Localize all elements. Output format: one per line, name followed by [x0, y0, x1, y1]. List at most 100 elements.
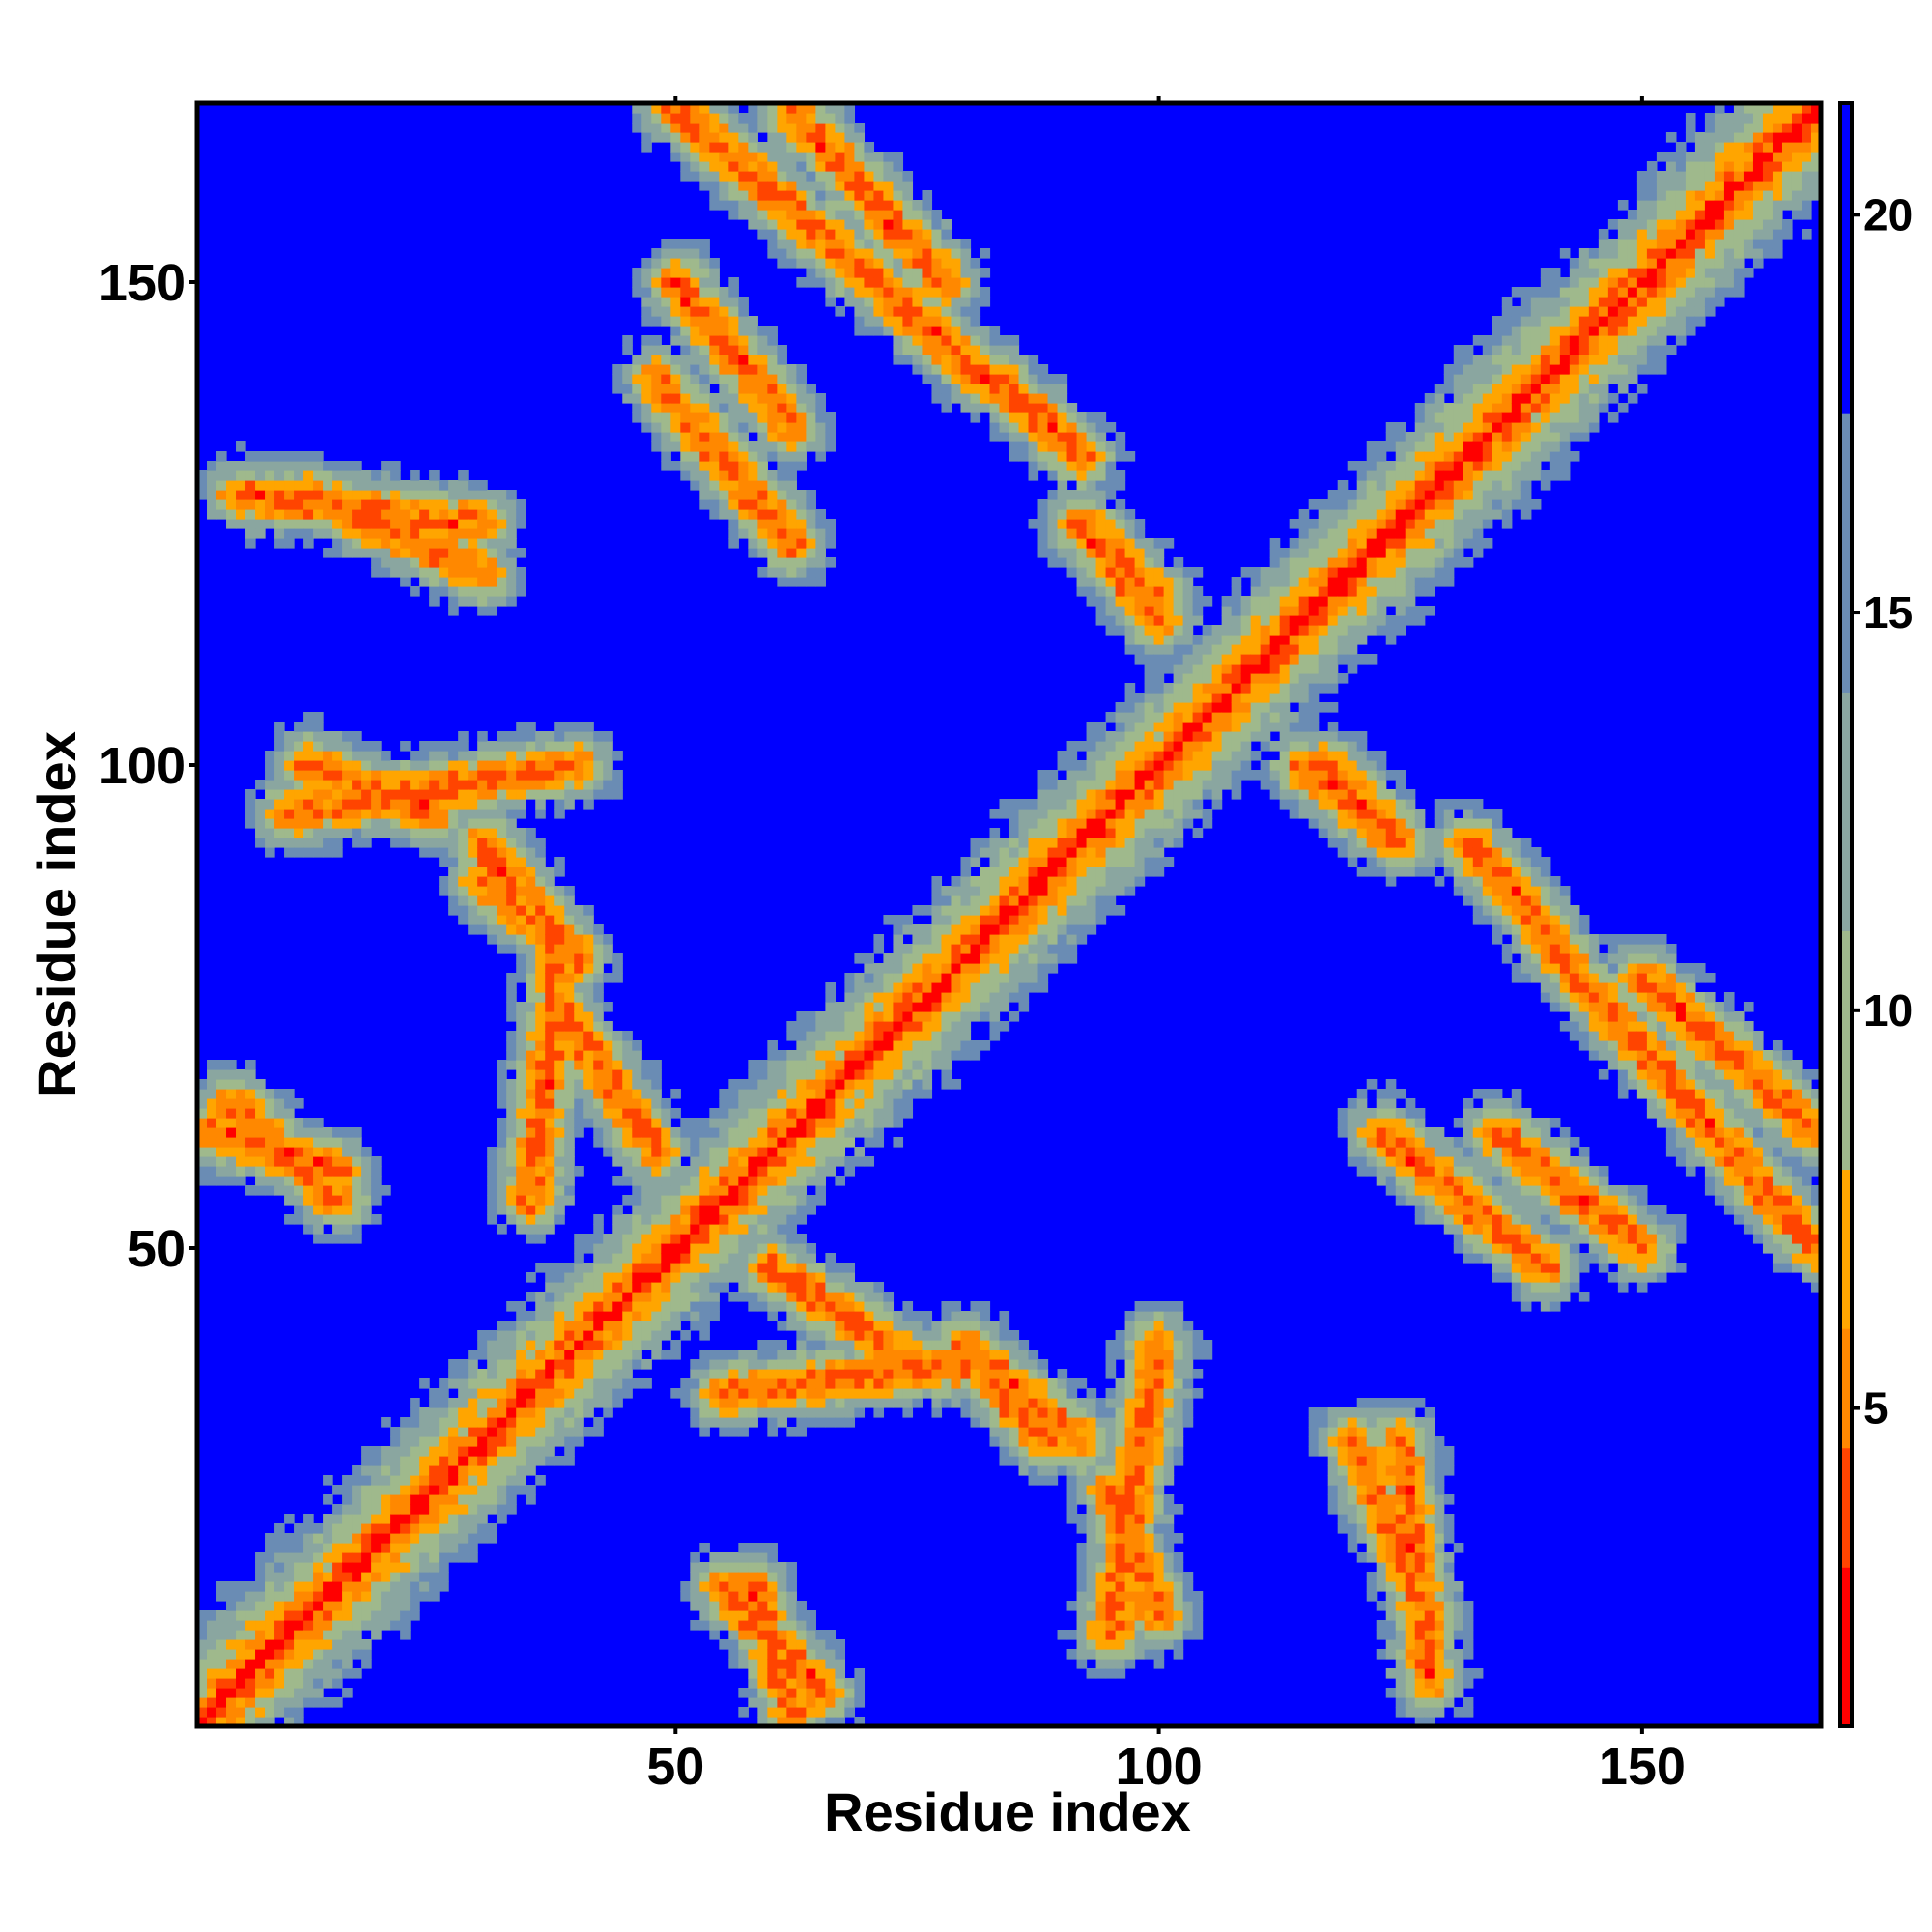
heatmap-cell: [448, 780, 459, 790]
heatmap-cell: [670, 1224, 681, 1235]
heatmap-cell: [265, 1156, 275, 1167]
heatmap-cell: [806, 1630, 816, 1640]
heatmap-cell: [796, 1350, 807, 1360]
heatmap-cell: [844, 277, 856, 288]
heatmap-cell: [1009, 982, 1020, 993]
heatmap-cell: [516, 741, 526, 752]
heatmap-cell: [332, 548, 343, 558]
heatmap-cell: [893, 248, 904, 259]
heatmap-cell: [786, 412, 797, 423]
heatmap-cell: [381, 557, 391, 568]
heatmap-cell: [274, 722, 285, 732]
heatmap-cell: [709, 509, 720, 520]
heatmap-cell: [313, 751, 324, 761]
heatmap-cell: [951, 355, 962, 365]
heatmap-cell: [738, 509, 749, 520]
heatmap-cell: [922, 345, 933, 355]
heatmap-cell: [709, 393, 720, 404]
heatmap-cell: [786, 1301, 797, 1312]
heatmap-cell: [429, 1494, 440, 1505]
heatmap-cell: [593, 1011, 604, 1022]
heatmap-cell: [709, 1581, 720, 1592]
heatmap-cell: [564, 934, 575, 945]
heatmap-cell: [728, 1659, 739, 1669]
heatmap-cell: [777, 422, 787, 433]
heatmap-cell: [535, 1185, 546, 1196]
heatmap-cell: [999, 1002, 1010, 1012]
heatmap-cell: [941, 895, 952, 906]
heatmap-cell: [526, 867, 536, 877]
heatmap-cell: [757, 1601, 768, 1611]
heatmap-cell: [728, 374, 739, 384]
heatmap-cell: [670, 1205, 681, 1215]
heatmap-cell: [1028, 1398, 1039, 1408]
heatmap-cell: [786, 441, 797, 452]
heatmap-cell: [835, 1060, 845, 1070]
heatmap-cell: [719, 1388, 729, 1399]
heatmap-cell: [468, 1494, 478, 1505]
heatmap-cell: [381, 1504, 391, 1515]
heatmap-cell: [216, 1688, 227, 1698]
heatmap-cell: [670, 393, 681, 404]
heatmap-cell: [709, 277, 720, 288]
heatmap-cell: [661, 1311, 671, 1321]
heatmap-cell: [912, 239, 923, 249]
heatmap-cell: [786, 1601, 797, 1611]
heatmap-cell: [796, 200, 807, 211]
heatmap-cell: [516, 934, 526, 945]
heatmap-cell: [931, 1398, 943, 1408]
heatmap-cell: [284, 1533, 295, 1544]
heatmap-cell: [313, 1581, 324, 1592]
heatmap-cell: [738, 528, 749, 539]
heatmap-cell: [641, 1156, 652, 1167]
heatmap-cell: [748, 412, 758, 423]
heatmap-cell: [603, 770, 613, 781]
heatmap-cell: [748, 1108, 758, 1119]
heatmap-cell: [931, 364, 943, 375]
heatmap-cell: [554, 722, 565, 732]
heatmap-cell: [516, 1147, 526, 1157]
heatmap-cell: [893, 1060, 904, 1070]
heatmap-cell: [989, 838, 1001, 848]
heatmap-cell: [719, 1272, 729, 1283]
heatmap-cell: [313, 799, 324, 810]
heatmap-cell: [535, 1292, 546, 1302]
heatmap-cell: [207, 509, 217, 520]
heatmap-cell: [342, 1504, 353, 1515]
heatmap-cell: [439, 567, 449, 578]
heatmap-cell: [564, 1147, 575, 1157]
heatmap-cell: [371, 1504, 382, 1515]
heatmap-cell: [361, 1562, 372, 1573]
heatmap-cell: [265, 1543, 275, 1553]
heatmap-cell: [873, 161, 885, 172]
heatmap-cell: [709, 1562, 720, 1573]
heatmap-cell: [951, 1311, 962, 1321]
heatmap-cell: [1028, 1378, 1039, 1389]
heatmap-cell: [893, 1369, 904, 1379]
heatmap-cell: [951, 393, 962, 404]
heatmap-cell: [545, 1040, 555, 1051]
heatmap-cell: [960, 326, 972, 336]
heatmap-cell: [931, 374, 943, 384]
heatmap-cell: [439, 1446, 449, 1457]
heatmap-cell: [361, 1581, 372, 1592]
heatmap-cell: [699, 1311, 710, 1321]
heatmap-cell: [690, 1156, 700, 1167]
heatmap-cell: [216, 1089, 227, 1099]
heatmap-cell: [612, 1292, 623, 1302]
heatmap-cell: [825, 1688, 836, 1698]
heatmap-cell: [400, 818, 411, 829]
heatmap-cell: [1018, 441, 1030, 452]
heatmap-cell: [245, 470, 256, 481]
heatmap-cell: [777, 528, 787, 539]
heatmap-cell: [893, 1118, 904, 1128]
heatmap-cell: [506, 828, 517, 838]
heatmap-cell: [912, 973, 923, 983]
heatmap-cell: [699, 1127, 710, 1138]
heatmap-cell: [458, 1533, 469, 1544]
heatmap-cell: [390, 770, 401, 781]
heatmap-cell: [738, 1098, 749, 1109]
heatmap-cell: [854, 219, 866, 230]
heatmap-cell: [371, 557, 382, 568]
heatmap-cell: [332, 818, 343, 829]
